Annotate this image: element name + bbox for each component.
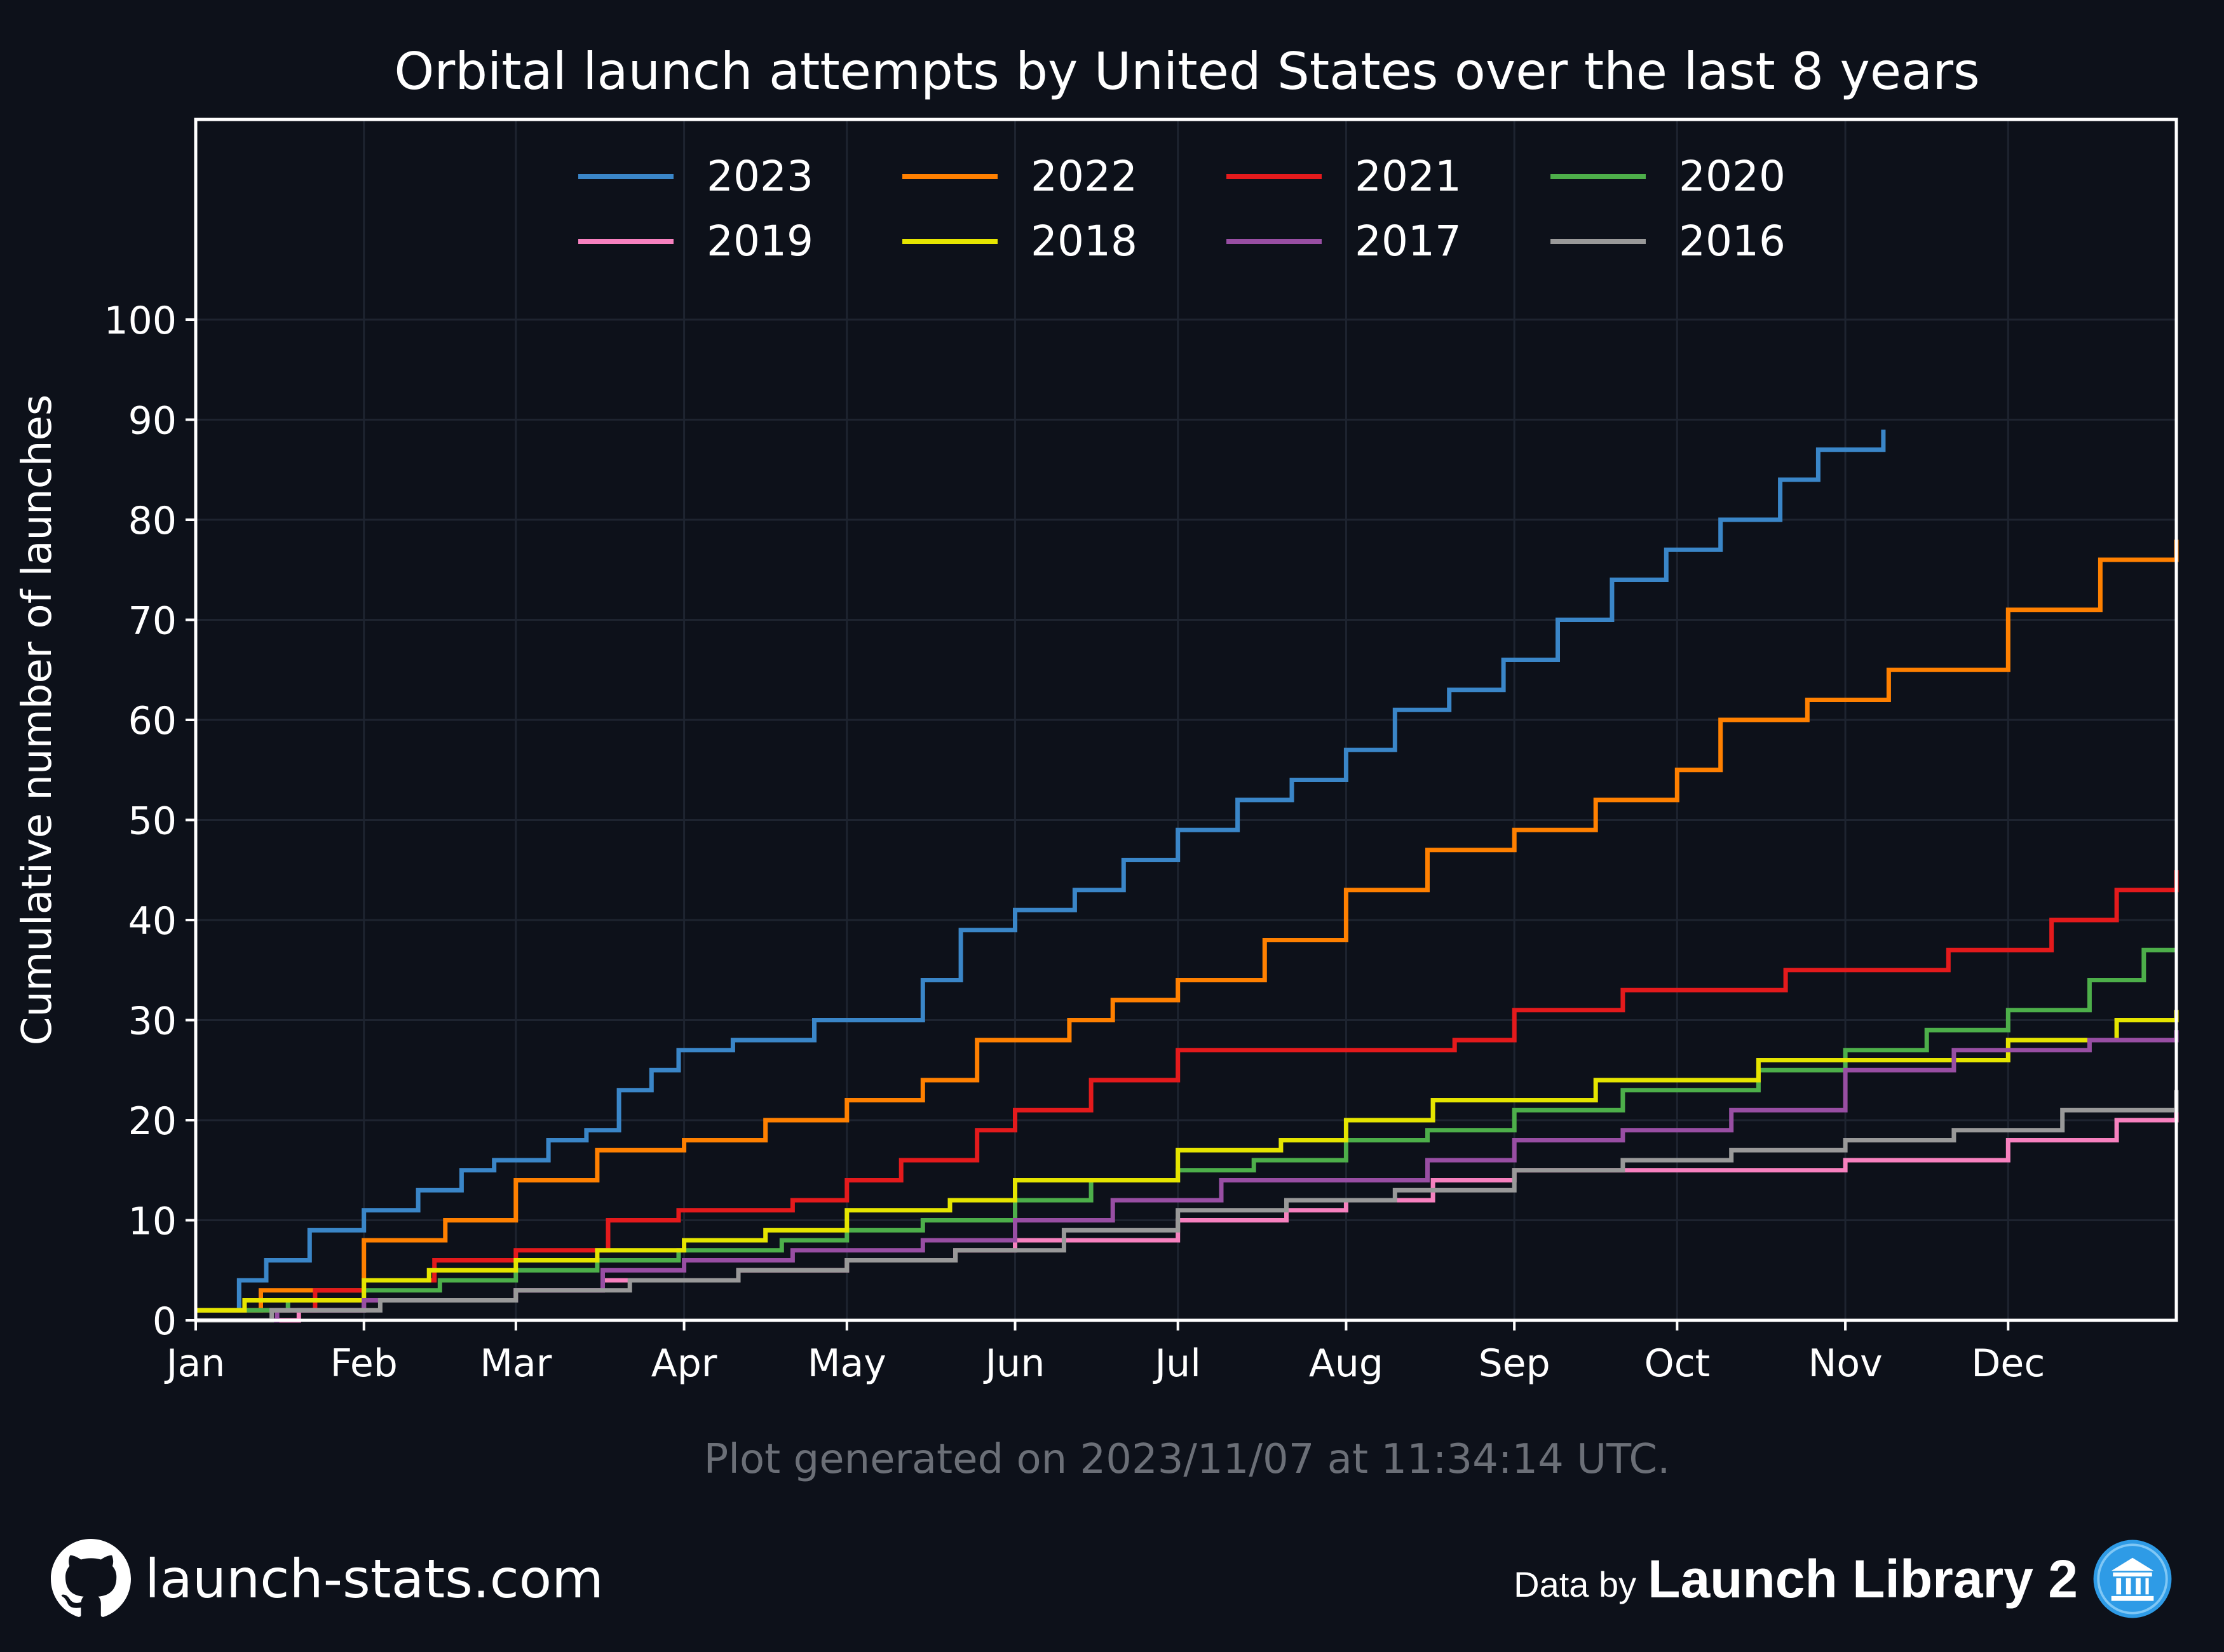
y-tick-label: 100: [104, 299, 177, 343]
y-tick-label: 60: [128, 699, 177, 743]
series-line-2017: [196, 1030, 2179, 1323]
y-tick-label: 50: [128, 799, 177, 844]
x-tick-label: Oct: [1644, 1341, 1710, 1386]
chart-title: Orbital launch attempts by United States…: [394, 42, 1979, 101]
y-tick-label: 90: [128, 399, 177, 443]
x-tick-label: May: [808, 1341, 886, 1386]
x-tick-label: Jul: [1152, 1341, 1200, 1386]
series-line-2020: [196, 947, 2176, 1313]
series-line-2016: [196, 1090, 2179, 1323]
library-icon: [2093, 1540, 2172, 1618]
footer-site[interactable]: launch-stats.com: [51, 1538, 604, 1620]
y-tick-label: 70: [128, 599, 177, 644]
legend-label-2019: 2019: [707, 217, 813, 266]
y-tick-label: 40: [128, 899, 177, 944]
legend: 2023 2022 2021 2020 2019 2018 2017 2016: [578, 152, 1786, 266]
x-tick-label: Jan: [164, 1341, 226, 1386]
data-by-label: Data by: [1514, 1564, 1637, 1604]
y-tick-label: 30: [128, 999, 177, 1044]
series-line-2018: [196, 1010, 2179, 1313]
y-axis-label: Cumulative number of launches: [14, 395, 61, 1045]
series-line-2021: [196, 870, 2179, 1313]
legend-label-2018: 2018: [1031, 217, 1137, 266]
legend-label-2023: 2023: [707, 152, 813, 201]
y-tick-label: 0: [153, 1299, 177, 1344]
series-lines: [196, 430, 2179, 1323]
legend-label-2017: 2017: [1355, 217, 1461, 266]
github-icon: [51, 1539, 131, 1617]
x-tick-label: Nov: [1808, 1341, 1883, 1386]
source-name[interactable]: Launch Library 2: [1648, 1548, 2078, 1609]
x-tick-label: Feb: [330, 1341, 398, 1386]
x-tick-label: Aug: [1309, 1341, 1383, 1386]
site-link[interactable]: launch-stats.com: [145, 1548, 604, 1610]
x-tick-label: Jun: [983, 1341, 1045, 1386]
axis-ticks: 0 10 20 30 40 50 60 70 80 90 100 Jan Feb Mar Apr May Jun…: [104, 299, 2045, 1386]
x-tick-label: Sep: [1479, 1341, 1550, 1386]
legend-label-2022: 2022: [1031, 152, 1137, 201]
x-tick-label: Mar: [480, 1341, 552, 1386]
y-tick-label: 20: [128, 1099, 177, 1144]
legend-label-2016: 2016: [1679, 217, 1786, 266]
x-tick-label: Dec: [1971, 1341, 2045, 1386]
footer-source: Data by Launch Library 2: [1514, 1538, 2173, 1620]
legend-label-2020: 2020: [1679, 152, 1786, 201]
series-line-2023: [196, 430, 1886, 1313]
series-line-2022: [196, 539, 2179, 1313]
plot-generated-note: Plot generated on 2023/11/07 at 11:34:14…: [704, 1436, 1671, 1483]
x-tick-label: Apr: [651, 1341, 717, 1386]
legend-label-2021: 2021: [1355, 152, 1461, 201]
y-tick-label: 10: [128, 1200, 177, 1244]
y-tick-label: 80: [128, 499, 177, 543]
